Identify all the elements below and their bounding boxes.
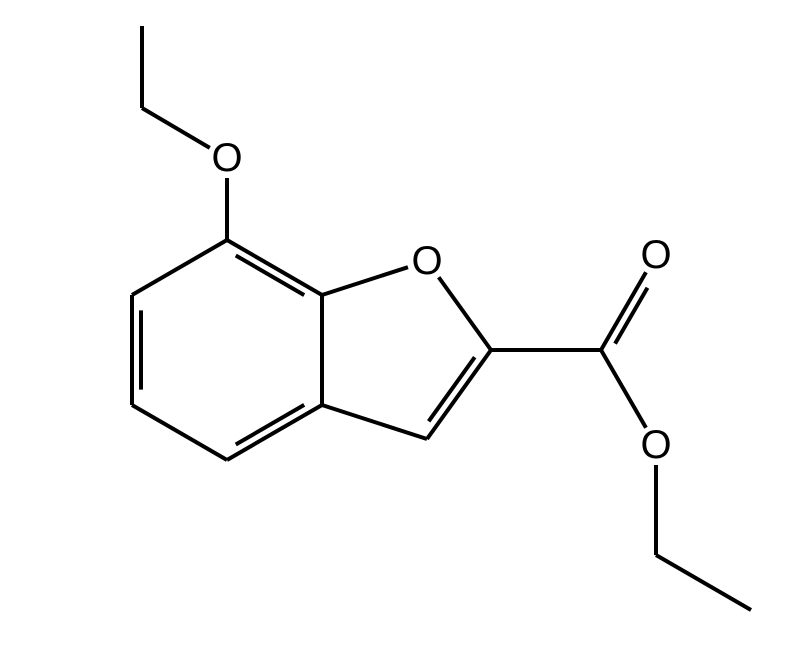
atom-label-o7: O xyxy=(211,136,242,180)
molecule-diagram: O O O O xyxy=(0,0,804,672)
atom-label-o14: O xyxy=(640,233,671,277)
atom-label-o15: O xyxy=(640,423,671,467)
atom-label-o10: O xyxy=(411,239,442,283)
bonds-layer xyxy=(132,26,751,610)
